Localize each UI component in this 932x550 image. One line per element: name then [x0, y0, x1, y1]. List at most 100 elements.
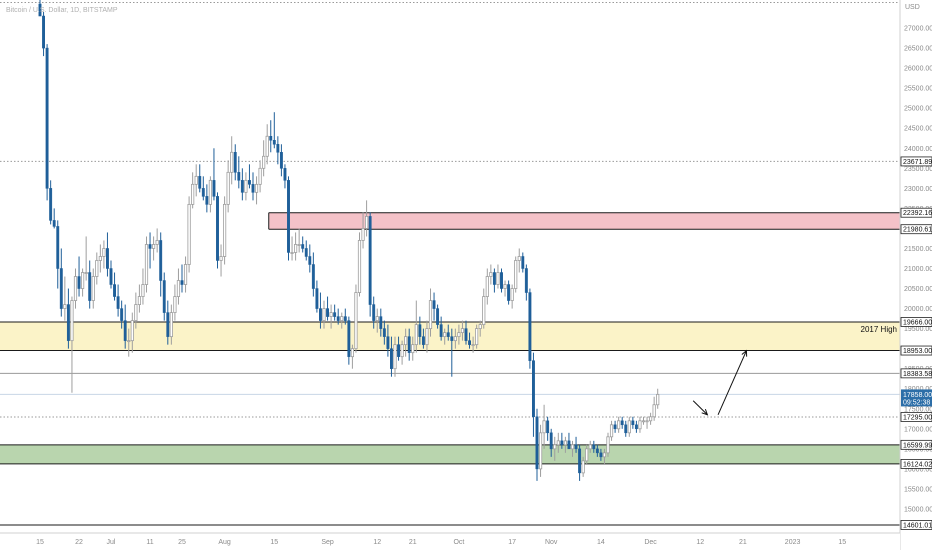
- candle-body: [375, 316, 379, 322]
- candle: [151, 236, 156, 261]
- candle-body: [173, 296, 177, 313]
- candle: [166, 300, 170, 345]
- x-tick-label: 15: [838, 539, 846, 546]
- candle: [460, 320, 465, 341]
- candle-body: [397, 344, 401, 357]
- candle: [336, 308, 340, 325]
- candle-body: [49, 188, 53, 221]
- candle-body: [428, 300, 433, 330]
- candle: [293, 232, 298, 261]
- candle-body: [631, 420, 635, 426]
- candle-body: [38, 3, 42, 17]
- y-tick-label: 25000.00: [904, 106, 932, 113]
- candle-body: [240, 180, 244, 193]
- candle: [546, 416, 550, 441]
- candle: [357, 232, 362, 297]
- candle: [244, 172, 248, 201]
- candle: [517, 248, 521, 273]
- candle: [411, 336, 415, 361]
- candle: [144, 236, 149, 293]
- candle-body: [390, 348, 393, 369]
- candle: [436, 304, 440, 329]
- candle-body: [468, 340, 472, 345]
- candle: [173, 284, 177, 321]
- candle-body: [407, 336, 411, 353]
- candle: [482, 288, 486, 329]
- candle: [208, 176, 212, 213]
- arrow-annotation: [692, 400, 709, 416]
- candle: [276, 136, 280, 165]
- candle: [478, 320, 482, 337]
- candle-body: [287, 180, 290, 253]
- candle-body: [624, 424, 628, 434]
- x-tick-label: 22: [75, 539, 83, 546]
- candle-body: [301, 244, 305, 249]
- arrow-shaft: [717, 350, 747, 415]
- candle: [279, 144, 283, 177]
- x-tick-label: Dec: [644, 539, 657, 546]
- candle-body: [329, 312, 333, 317]
- candle: [116, 284, 120, 317]
- candle-body: [507, 284, 511, 301]
- candle-body: [627, 420, 631, 434]
- x-tick-label: 21: [409, 539, 417, 546]
- candle: [194, 164, 198, 197]
- candle-body: [588, 444, 592, 450]
- candle: [549, 428, 553, 457]
- level-price-tag-box: [900, 345, 932, 356]
- candle-body: [574, 444, 578, 450]
- y-tick-label: 26500.00: [904, 46, 932, 53]
- zone-top-tag-text: 22392.16: [903, 210, 932, 217]
- candle-body: [123, 320, 127, 341]
- candle: [123, 304, 127, 349]
- candle-body: [485, 276, 489, 297]
- level-price-tag-box: [900, 368, 932, 379]
- countdown-text: 09:52:38: [903, 399, 930, 406]
- level-price-tag: 18953.00: [900, 345, 932, 356]
- candle-body: [578, 448, 582, 474]
- currency-label: USD: [905, 4, 920, 11]
- price-axis-bg: [900, 0, 932, 550]
- candle-body: [226, 171, 230, 205]
- candle-body: [148, 244, 152, 249]
- candle-body: [134, 304, 138, 322]
- candle-body: [606, 436, 610, 454]
- candle: [485, 268, 489, 305]
- candle-body: [649, 416, 653, 422]
- x-tick-label: 17: [508, 539, 516, 546]
- annotations-layer: [692, 349, 748, 416]
- x-tick-label: Sep: [321, 539, 334, 546]
- candle: [652, 396, 656, 421]
- candle-body: [272, 140, 276, 145]
- x-tick-label: Oct: [453, 539, 464, 546]
- candle: [176, 268, 181, 305]
- candle-body: [333, 312, 337, 317]
- y-tick-label: 16500.00: [904, 446, 932, 453]
- candle-body: [70, 300, 74, 342]
- candle: [169, 304, 173, 345]
- y-tick-label: 20500.00: [904, 286, 932, 293]
- symbol-title: Bitcoin / U.S. Dollar, 1D, BITSTAMP: [6, 7, 118, 14]
- candle: [581, 456, 585, 477]
- candle: [45, 44, 49, 201]
- level-price-tag: 16599.99: [900, 439, 932, 450]
- candle-body: [340, 316, 344, 322]
- candle-body: [641, 420, 646, 423]
- candle: [489, 264, 493, 285]
- y-tick-label: 23000.00: [904, 186, 932, 193]
- x-tick-label: Nov: [545, 539, 558, 546]
- candle: [326, 296, 330, 321]
- candle: [631, 416, 635, 429]
- candle: [570, 440, 575, 457]
- candle: [319, 292, 322, 329]
- candle: [134, 292, 138, 329]
- candle: [81, 268, 85, 297]
- candle: [560, 432, 564, 449]
- candle: [216, 192, 219, 269]
- candle-body: [350, 348, 355, 358]
- candle-body: [347, 320, 351, 357]
- candle: [439, 316, 443, 341]
- level-price-tag-text: 18953.00: [903, 348, 932, 355]
